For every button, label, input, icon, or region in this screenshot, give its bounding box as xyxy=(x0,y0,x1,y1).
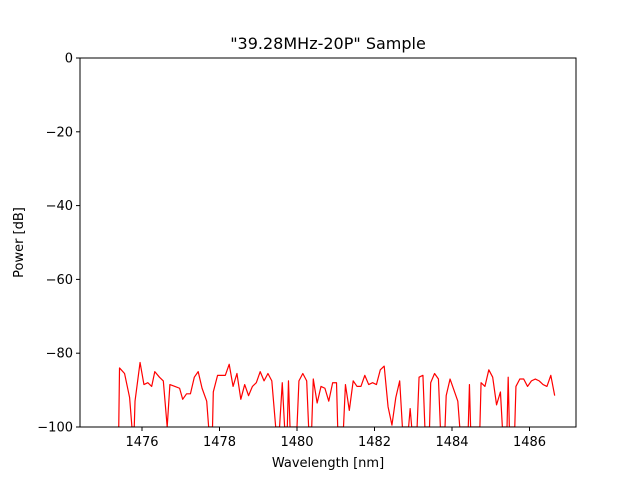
y-tick-label: −40 xyxy=(46,199,73,214)
x-tick-label: 1482 xyxy=(358,435,391,450)
x-tick-label: 1486 xyxy=(513,435,546,450)
x-axis: 1476 1478 1480 1482 1484 1486 xyxy=(125,427,546,450)
y-tick-label: 0 xyxy=(65,52,73,67)
y-tick-label: −80 xyxy=(46,347,73,362)
chart-title: "39.28MHz-20P" Sample xyxy=(230,34,426,53)
x-tick-label: 1476 xyxy=(125,435,158,450)
y-tick-label: −60 xyxy=(46,273,73,288)
y-axis-label: Power [dB] xyxy=(12,207,27,278)
x-tick-label: 1484 xyxy=(435,435,468,450)
y-tick-label: −20 xyxy=(46,125,73,140)
x-tick-label: 1478 xyxy=(203,435,236,450)
x-tick-label: 1480 xyxy=(280,435,313,450)
x-axis-label: Wavelength [nm] xyxy=(272,456,384,471)
plot-frame xyxy=(79,57,577,428)
series-line xyxy=(118,361,556,427)
y-tick-label: −100 xyxy=(37,421,73,436)
y-axis: 0 −20 −40 −60 −80 −100 xyxy=(37,52,80,436)
